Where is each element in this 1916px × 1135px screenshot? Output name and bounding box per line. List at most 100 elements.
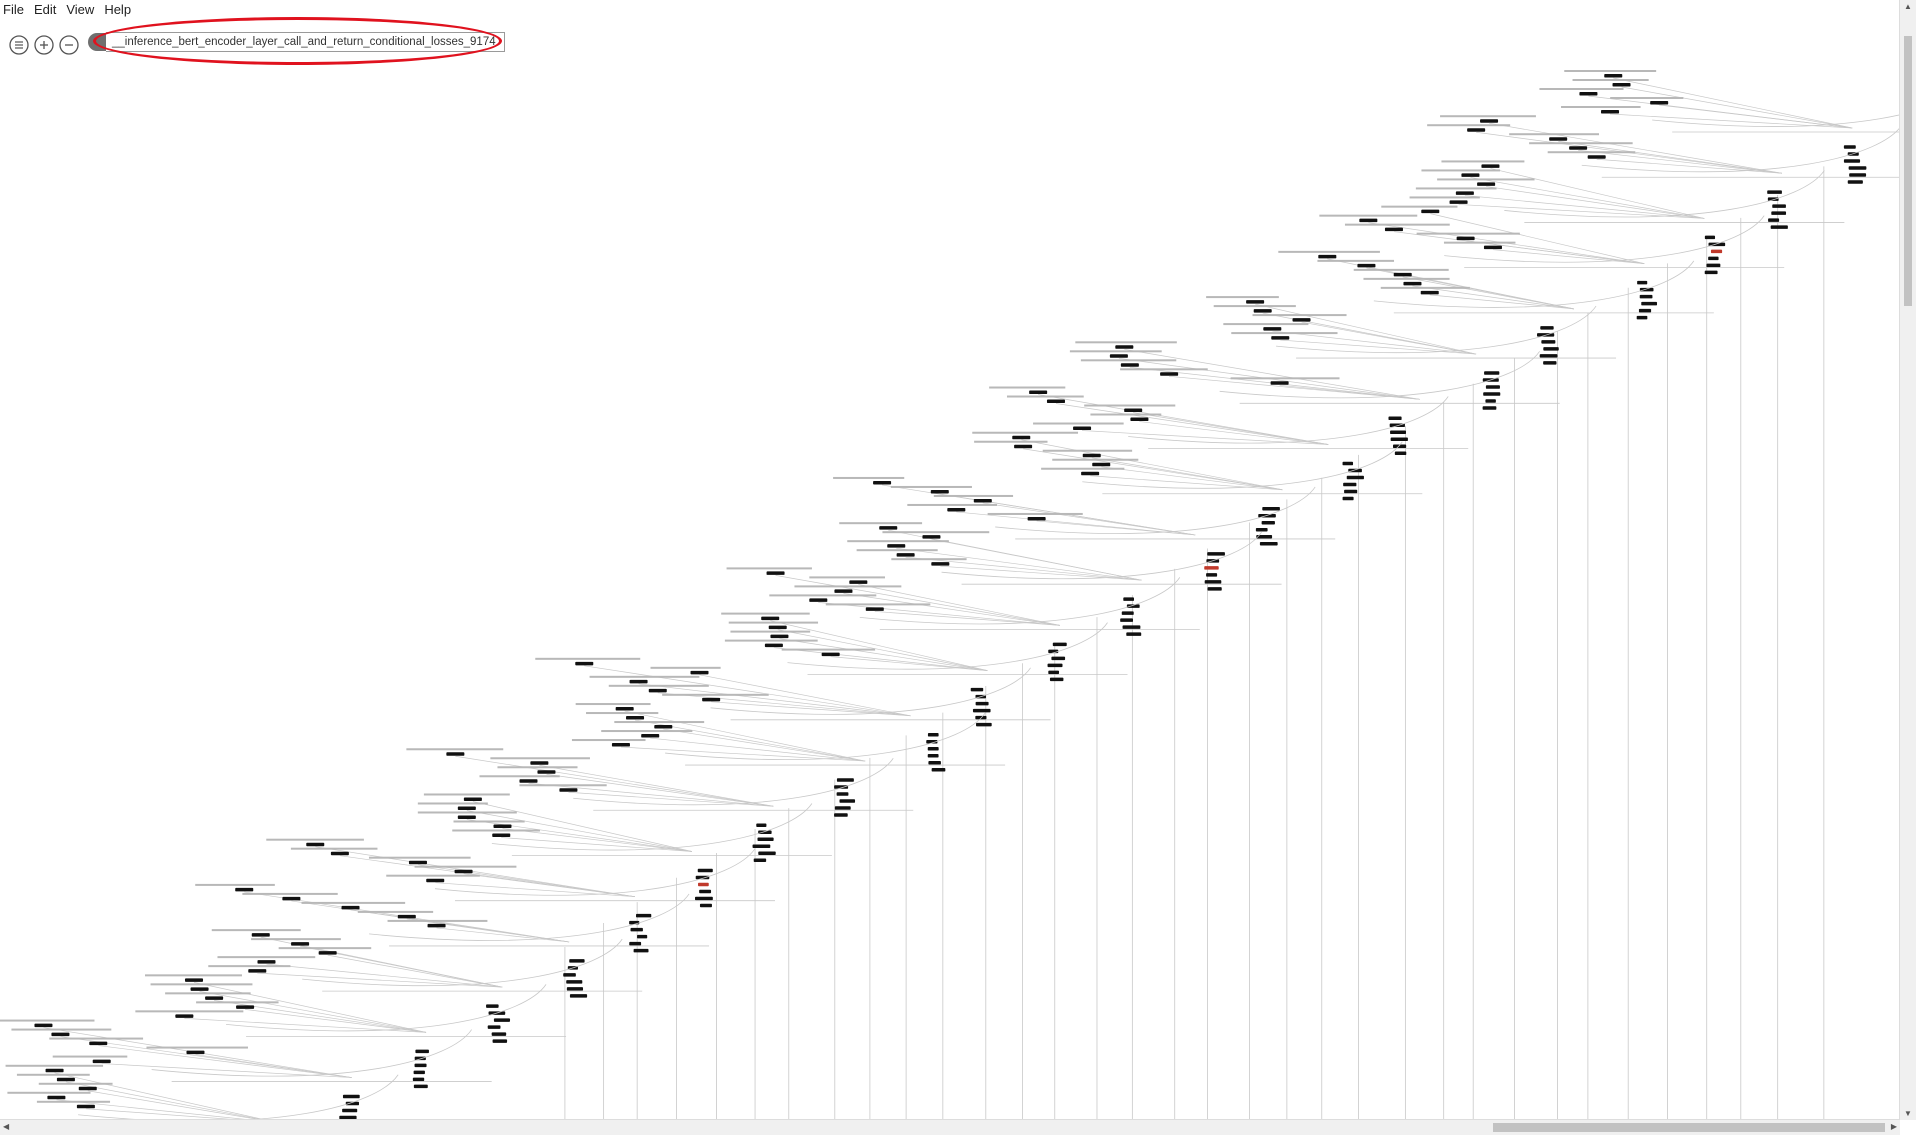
- zoom-out-button[interactable]: [58, 34, 80, 56]
- graph-node-label: [368, 856, 471, 859]
- graph-node: [1540, 326, 1554, 330]
- graph-canvas[interactable]: [0, 70, 1900, 1120]
- horizontal-scrollbar[interactable]: ◀ ▶: [0, 1119, 1900, 1135]
- graph-node-label: [386, 874, 480, 877]
- graph-node: [1767, 190, 1782, 194]
- graph-node: [414, 1056, 426, 1061]
- menu-file[interactable]: File: [3, 1, 24, 17]
- graph-edge: [1621, 86, 1853, 129]
- graph-edge: [436, 927, 570, 943]
- graph-node-label: [987, 512, 1083, 515]
- graph-node: [1123, 597, 1135, 601]
- graph-node: [699, 903, 712, 908]
- graph-node: [1477, 182, 1496, 186]
- graph-node: [1639, 287, 1654, 292]
- graph-node-label: [890, 485, 972, 488]
- graph-node-label: [414, 865, 517, 868]
- graph-node: [1261, 520, 1275, 525]
- graph-node: [834, 785, 849, 789]
- graph-node: [487, 1025, 501, 1029]
- graph-node: [1768, 218, 1780, 222]
- graph-node: [408, 860, 427, 865]
- graph-node-label: [5, 1064, 104, 1067]
- menu-help[interactable]: Help: [104, 1, 132, 17]
- vertical-scrollbar[interactable]: ▲ ▼: [1899, 0, 1916, 1120]
- graph-edge: [1444, 215, 1765, 263]
- graph-node-label: [1529, 142, 1633, 145]
- scroll-up-icon[interactable]: ▲: [1904, 2, 1912, 11]
- graph-node: [695, 875, 710, 880]
- graph-node: [928, 761, 941, 765]
- graph-node: [51, 1032, 70, 1037]
- graph-node-label: [1206, 296, 1279, 299]
- graph-node: [630, 927, 643, 932]
- graph-node-label: [1252, 314, 1347, 317]
- graph-edge: [1036, 520, 1196, 536]
- horizontal-scroll-thumb[interactable]: [1493, 1123, 1885, 1132]
- zoom-in-button[interactable]: [33, 34, 55, 56]
- graph-node: [1543, 361, 1557, 365]
- graph-node-label: [891, 558, 967, 561]
- graph-node: [1708, 256, 1719, 261]
- graph-node-label: [479, 775, 560, 778]
- graph-node: [454, 869, 473, 874]
- graph-node: [1587, 155, 1606, 159]
- graph-node: [1541, 340, 1556, 344]
- graph-node: [927, 754, 939, 758]
- graph-edge: [463, 873, 636, 898]
- graph-node: [1207, 587, 1222, 591]
- graph-node: [1639, 294, 1653, 299]
- graph-node: [1270, 381, 1289, 385]
- graph-node-label: [16, 1073, 90, 1076]
- zoom-in-icon: [34, 35, 54, 55]
- graph-node-label: [989, 386, 1066, 389]
- graph-edge: [501, 837, 692, 852]
- graph-node: [318, 951, 337, 955]
- graph-node: [248, 969, 267, 973]
- graph-node: [1204, 566, 1219, 570]
- graph-node: [699, 889, 712, 894]
- graph-node-label: [36, 1100, 111, 1103]
- graph-node: [1706, 263, 1721, 268]
- graph-node: [1485, 399, 1496, 403]
- graph-edge: [1021, 439, 1283, 491]
- graph-node: [457, 815, 476, 819]
- scroll-right-icon[interactable]: ▶: [1890, 1122, 1897, 1131]
- graph-node-label: [1006, 395, 1084, 398]
- breadcrumb-handle[interactable]: [88, 33, 106, 51]
- graph-node: [1081, 471, 1100, 476]
- graph-edge: [905, 556, 1142, 581]
- breadcrumb-text: __inference_bert_encoder_layer_call_and_…: [106, 32, 505, 52]
- menu-view[interactable]: View: [66, 1, 95, 17]
- graph-edge: [638, 683, 911, 717]
- graph-node: [927, 747, 939, 751]
- scroll-left-icon[interactable]: ◀: [3, 1122, 10, 1131]
- graph-node: [1770, 225, 1788, 229]
- graph-node-label: [1416, 232, 1520, 235]
- graph-node-label: [135, 1010, 244, 1013]
- graph-node-label: [1561, 106, 1641, 108]
- graph-node: [78, 1086, 97, 1091]
- graph-node: [493, 824, 512, 828]
- graph-node: [1342, 496, 1354, 501]
- graph-edge: [773, 647, 988, 671]
- graph-node: [768, 625, 787, 630]
- graph-node: [1292, 318, 1311, 322]
- graph-node-label: [251, 938, 341, 941]
- graph-node: [615, 707, 634, 711]
- graph-node-label: [1278, 250, 1380, 253]
- graph-node: [89, 1041, 108, 1046]
- graph-edge: [245, 1009, 427, 1033]
- scroll-down-icon[interactable]: ▼: [1904, 1109, 1912, 1118]
- graph-node: [492, 833, 511, 837]
- sidebar-toggle-button[interactable]: [8, 34, 30, 56]
- graph-edge: [710, 667, 1031, 715]
- vertical-scroll-thumb[interactable]: [1904, 36, 1912, 306]
- breadcrumb[interactable]: __inference_bert_encoder_layer_call_and_…: [88, 32, 505, 52]
- graph-node: [205, 996, 224, 1000]
- graph-edge: [226, 984, 547, 1032]
- graph-node-label: [406, 748, 504, 751]
- graph-node: [341, 905, 360, 910]
- menu-edit[interactable]: Edit: [33, 1, 57, 17]
- graph-edge: [1128, 396, 1449, 444]
